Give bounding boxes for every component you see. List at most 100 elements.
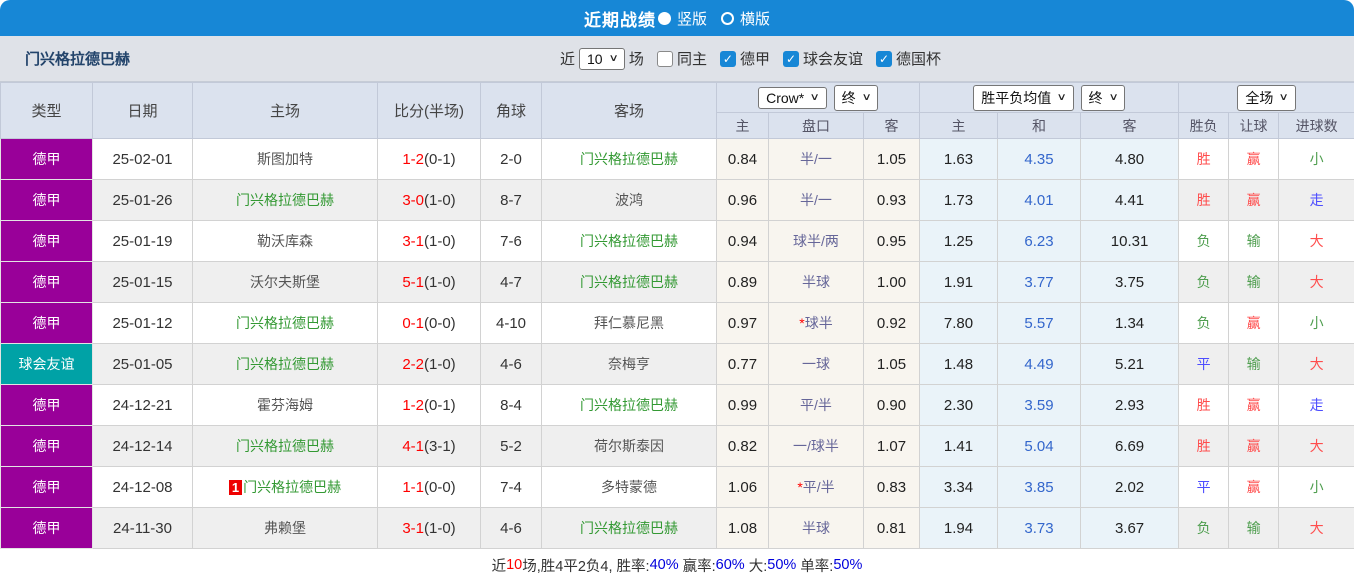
crow-away-odds: 0.83 [862,466,921,508]
match-date: 25-01-19 [92,220,193,262]
avg-home-odds: 1.91 [919,261,999,303]
bundesliga-checkbox[interactable] [719,50,736,67]
fulltime-score: 1-1 [402,478,424,496]
col-header-avg-draw: 和 [997,112,1082,139]
halftime-score: (0-1) [424,396,456,414]
col-header-away: 客场 [541,82,717,139]
summary-part: 场,胜4平2负4, 胜率: [522,558,650,575]
match-type-badge: 德甲 [0,425,93,467]
score-cell: 3-1(1-0) [377,507,481,549]
crow-away-odds: 0.90 [862,384,921,426]
match-count-select[interactable]: 10 ∨ [579,47,625,70]
result-handicap: 输 [1228,507,1280,549]
avg-away-odds: 3.67 [1080,507,1180,549]
summary-part: 50% [833,557,863,573]
results-table: 类型 日期 主场 比分(半场) 角球 客场 Crow* ∨ 终 ∨ [0,82,1354,549]
handicap-text: 半/一 [800,151,832,167]
german-cup-label[interactable]: 德国杯 [895,51,941,68]
handicap-text: 半/一 [800,192,832,208]
col-header-avg-home: 主 [919,112,999,139]
away-team-name: 奈梅亨 [608,356,650,372]
chevron-down-icon: ∨ [1056,92,1068,103]
handicap-text: 一/球半 [793,438,839,454]
away-team-name: 波鸿 [615,192,643,208]
match-type-badge: 德甲 [0,138,93,180]
fulltime-score: 2-2 [402,355,424,373]
chevron-down-icon: ∨ [861,92,872,103]
club-friendly-checkbox[interactable] [782,50,799,67]
handicap-text: 球半 [804,315,833,331]
period-select[interactable]: 全场 ∨ [1237,84,1296,111]
crow-away-odds: 1.00 [862,261,921,303]
club-friendly-label[interactable]: 球会友谊 [802,51,863,68]
handicap-text: 平/半 [800,397,832,413]
away-team-name: 拜仁慕尼黑 [594,315,664,331]
col-header-let-goal: 让球 [1228,112,1280,139]
avg-draw-odds: 5.04 [997,425,1082,467]
col-header-home: 主场 [192,82,378,139]
horizontal-layout-label[interactable]: 横版 [740,10,771,28]
avg-draw-odds: 4.01 [997,179,1082,221]
vertical-layout-radio[interactable] [657,11,671,25]
handicap-cell: 半/一 [768,179,864,221]
corner-score: 7-6 [480,220,542,262]
same-home-checkbox[interactable] [656,50,673,67]
table-row: 德甲 24-12-08 1 门兴格拉德巴赫 1-1(0-0) 7-4 多特蒙德 1… [0,466,1354,508]
same-home-label[interactable]: 同主 [676,51,707,68]
match-date: 24-11-30 [92,507,193,549]
home-team-name: 门兴格拉德巴赫 [236,438,334,454]
halftime-score: (1-0) [424,273,456,291]
match-date: 25-01-15 [92,261,193,303]
avg-home-odds: 1.25 [919,220,999,262]
crow-home-odds: 0.84 [716,138,769,180]
home-team-name: 勒沃库森 [257,233,313,249]
german-cup-checkbox[interactable] [875,50,892,67]
avg-draw-odds: 5.57 [997,302,1082,344]
col-header-handicap: 盘口 [768,112,864,139]
summary-part: 10 [506,557,523,573]
score-cell: 1-2(0-1) [377,138,481,180]
halftime-score: (1-0) [424,232,456,250]
crow-away-odds: 0.93 [862,179,921,221]
result-wdl: 胜 [1178,384,1230,426]
halftime-score: (0-1) [424,150,456,168]
handicap-text: 半球 [802,274,830,290]
home-team-cell: 1 门兴格拉德巴赫 [192,466,378,508]
avg-odds-select[interactable]: 胜平负均值 ∨ [973,84,1074,111]
bundesliga-label[interactable]: 德甲 [739,51,770,68]
corner-score: 4-6 [480,343,542,385]
home-team-name: 门兴格拉德巴赫 [236,192,334,208]
home-team-cell: 门兴格拉德巴赫 [192,179,378,221]
away-team-name: 门兴格拉德巴赫 [580,520,678,536]
table-row: 德甲 24-11-30 弗赖堡 3-1(1-0) 4-6 门兴格拉德巴赫 1.0… [0,507,1354,549]
col-header-crow-home: 主 [716,112,769,139]
match-date: 25-02-01 [92,138,193,180]
match-date: 24-12-14 [92,425,193,467]
horizontal-layout-radio[interactable] [721,11,734,25]
odds-time-select[interactable]: 终 ∨ [833,84,878,111]
col-header-corner: 角球 [480,82,542,139]
handicap-star: * [799,315,805,331]
home-team-cell: 门兴格拉德巴赫 [192,302,378,344]
result-goals: 小 [1278,302,1354,344]
avg-home-odds: 2.30 [919,384,999,426]
away-team-cell: 门兴格拉德巴赫 [541,384,717,426]
chevron-down-icon: ∨ [1278,92,1290,103]
corner-score: 7-4 [480,466,542,508]
result-wdl: 负 [1178,507,1230,549]
col-header-type: 类型 [0,82,93,139]
handicap-cell: *球半 [768,302,864,344]
fulltime-score: 4-1 [402,437,424,455]
fulltime-score: 1-2 [402,150,424,168]
match-type-badge: 德甲 [0,261,93,303]
handicap-cell: 平/半 [768,384,864,426]
match-type-badge: 德甲 [0,220,93,262]
avg-home-odds: 1.94 [919,507,999,549]
table-row: 球会友谊 25-01-05 门兴格拉德巴赫 2-2(1-0) 4-6 奈梅亨 0… [0,343,1354,385]
games-label: 场 [628,51,644,68]
away-team-name: 门兴格拉德巴赫 [580,233,678,249]
odds-source-select[interactable]: Crow* ∨ [758,86,827,109]
avg-time-select[interactable]: 终 ∨ [1080,84,1125,111]
vertical-layout-label[interactable]: 竖版 [676,10,707,28]
